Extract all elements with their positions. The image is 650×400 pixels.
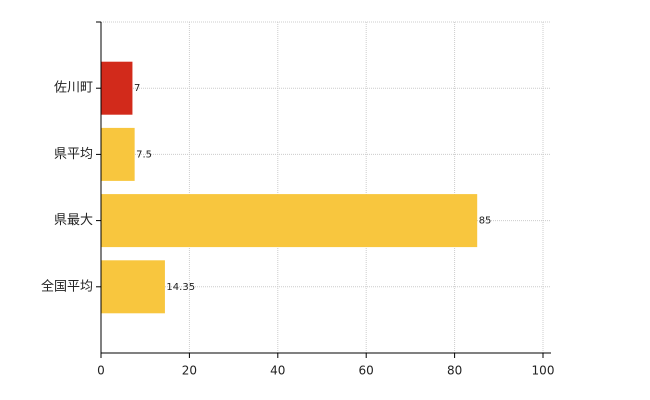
y-tick-label: 県最大 <box>54 213 93 228</box>
bar <box>100 61 133 115</box>
bar <box>100 127 135 181</box>
x-tick-label: 100 <box>532 364 555 378</box>
y-tick-label: 佐川町 <box>54 81 93 96</box>
value-label: 85 <box>479 216 492 227</box>
x-tick-label: 0 <box>97 364 105 378</box>
bar <box>100 194 478 248</box>
bar <box>100 260 165 314</box>
y-tick-label: 全国平均 <box>41 278 93 294</box>
value-label: 7.5 <box>136 149 152 160</box>
x-tick-label: 40 <box>270 364 285 378</box>
x-tick-label: 60 <box>359 364 374 378</box>
value-label: 14.35 <box>166 282 195 293</box>
y-tick-label: 県平均 <box>54 147 93 162</box>
x-tick-label: 80 <box>447 364 462 378</box>
value-label: 7 <box>134 83 140 94</box>
x-tick-label: 20 <box>182 364 197 378</box>
